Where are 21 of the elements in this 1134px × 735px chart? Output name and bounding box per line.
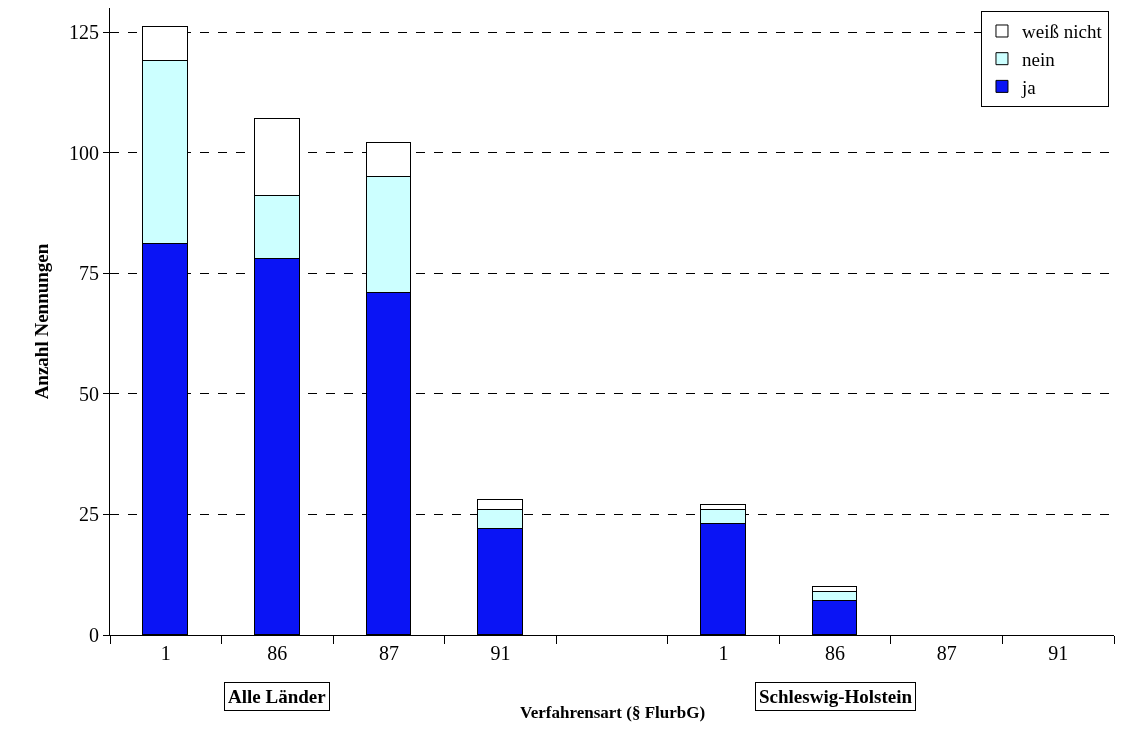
y-tick-label: 25	[79, 503, 99, 526]
x-tick-label: 86	[267, 642, 288, 664]
y-tick-label: 75	[79, 262, 99, 285]
x-tick-label: 87	[378, 642, 399, 664]
legend-label: ja	[1020, 76, 1037, 98]
y-tick-label: 0	[89, 624, 99, 646]
legend-label: nein	[1021, 49, 1056, 71]
x-tick-label: 87	[936, 642, 957, 664]
x-tick-label: 91	[1048, 642, 1069, 664]
x-axis-title: Verfahrensart (§ FlurbG)	[520, 703, 706, 722]
text: Alle Länder	[228, 686, 327, 707]
text: Schleswig-Holstein	[759, 686, 913, 707]
y-tick-label: 125	[69, 21, 99, 44]
x-tick-label: 86	[825, 642, 846, 664]
x-tick-label: 91	[490, 642, 511, 664]
y-axis-title: Anzahl Nennungen	[30, 243, 52, 400]
y-tick-label: 50	[79, 382, 99, 405]
x-tick-label: 1	[718, 642, 729, 664]
legend-label: weiß nicht	[1021, 21, 1103, 43]
y-tick-label: 100	[69, 141, 99, 164]
x-tick-label: 1	[160, 642, 171, 664]
